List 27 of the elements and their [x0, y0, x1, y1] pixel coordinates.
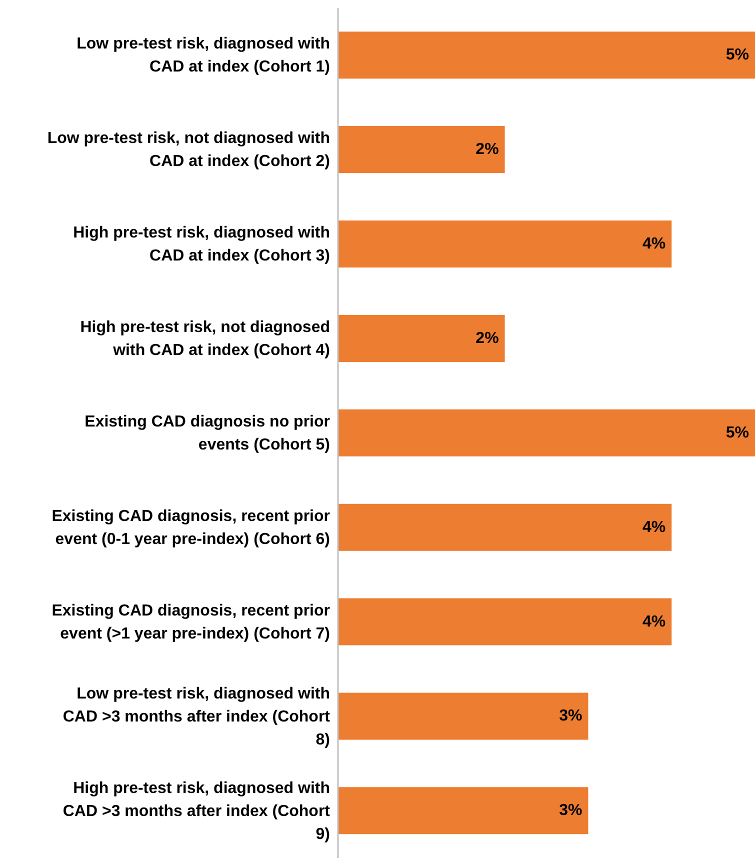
- bar: [338, 787, 588, 834]
- y-tick-label: High pre-test risk, diagnosed with CAD >3 months after index (Cohort 9): [62, 779, 331, 842]
- y-tick-label: High pre-test risk, not diagnosed with CAD at index (Cohort 4): [80, 318, 330, 359]
- data-label: 4%: [642, 613, 666, 630]
- y-tick-label: Existing CAD diagnosis no prior events (Cohort 5): [84, 413, 330, 453]
- bar: [338, 220, 672, 268]
- data-label: 2%: [476, 141, 499, 158]
- y-tick-label: Existing CAD diagnosis, recent prior event (0-1 year pre-index) (Cohort 6): [52, 507, 330, 548]
- data-label: 4%: [642, 518, 666, 536]
- data-label: 2%: [476, 330, 499, 347]
- bar: [338, 314, 505, 362]
- bar: [338, 598, 672, 646]
- bar: [338, 692, 588, 740]
- y-tick-label: Low pre-test risk, diagnosed with CAD at index (Cohort 1): [76, 35, 330, 76]
- data-label: 5%: [726, 46, 749, 64]
- y-tick-label: High pre-test risk, diagnosed with CAD at index (Cohort 3): [73, 224, 330, 264]
- bar: [338, 126, 505, 174]
- bar: [338, 504, 672, 551]
- bar: [338, 32, 755, 79]
- data-label: 3%: [559, 708, 582, 725]
- data-label: 5%: [726, 424, 749, 442]
- y-tick-label: Existing CAD diagnosis, recent prior event (>1 year pre-index) (Cohort 7): [52, 602, 330, 642]
- bar: [338, 409, 755, 456]
- data-label: 4%: [642, 236, 666, 252]
- y-tick-label: Low pre-test risk, diagnosed with CAD >3 months after index (Cohort 8): [62, 684, 331, 748]
- data-label: 3%: [559, 802, 582, 820]
- y-tick-label: Low pre-test risk, not diagnosed with CAD at index (Cohort 2): [47, 130, 330, 170]
